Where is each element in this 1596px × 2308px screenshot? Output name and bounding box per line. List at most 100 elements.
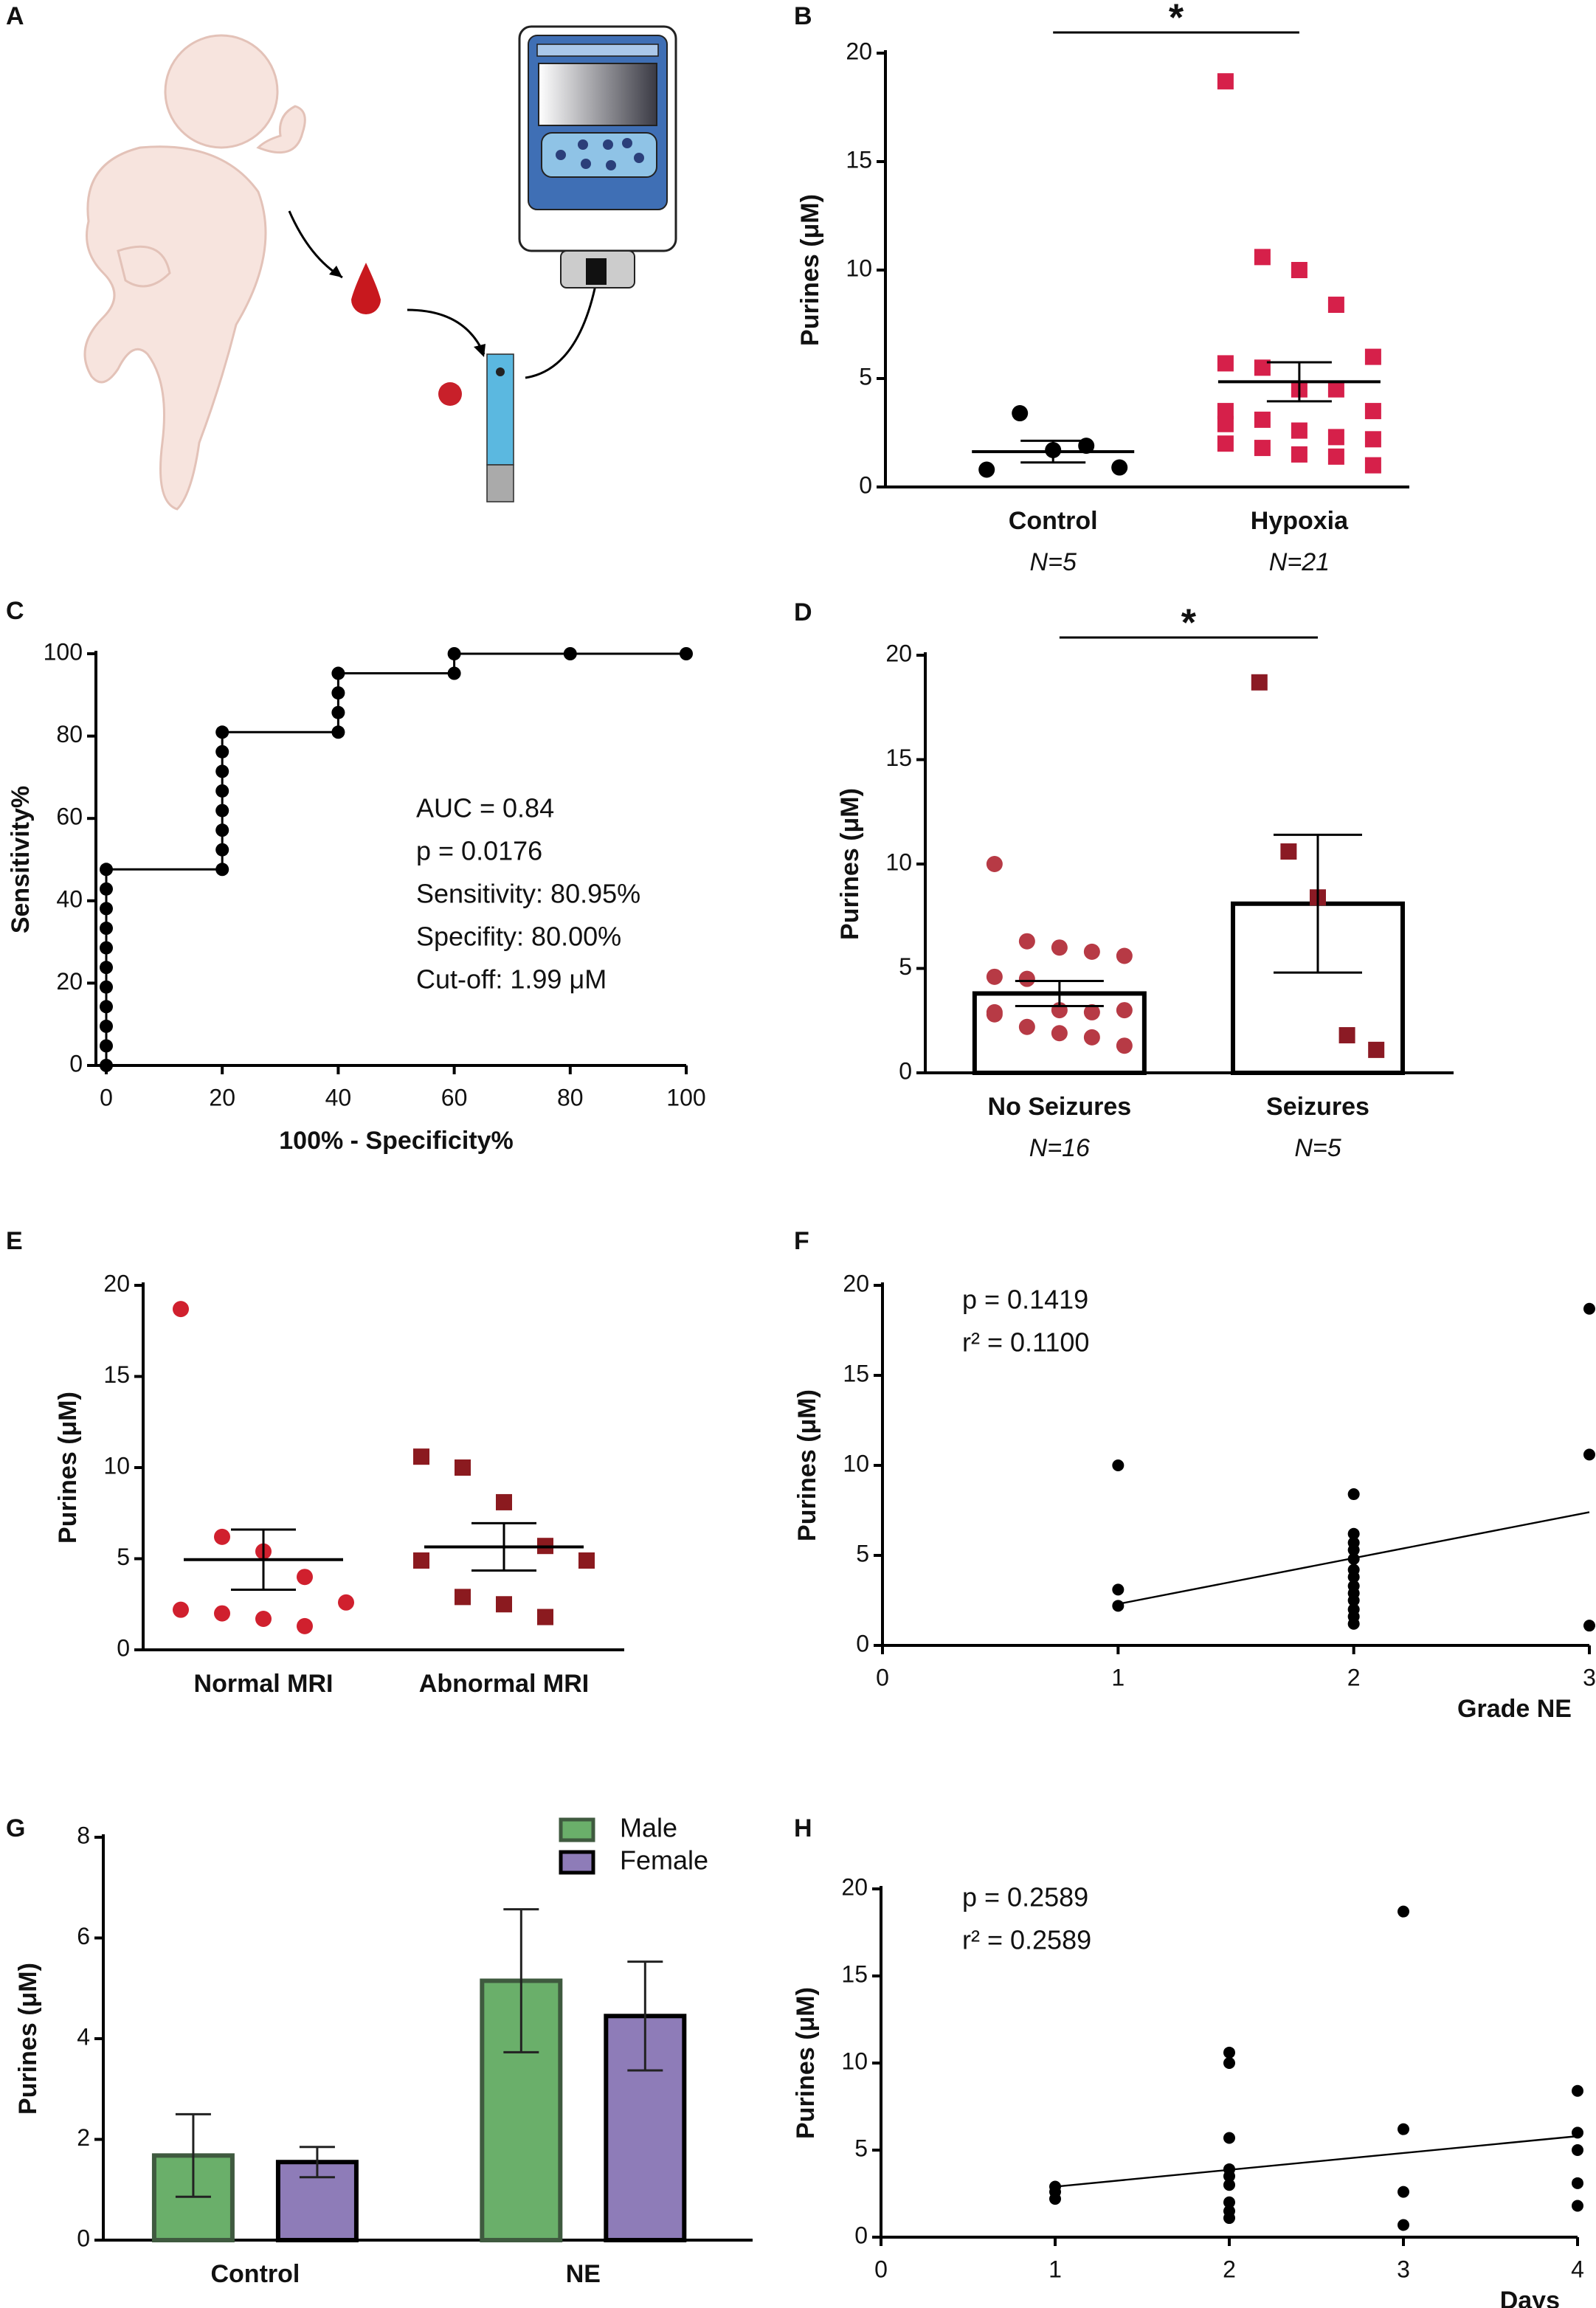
data-point <box>255 1611 272 1628</box>
data-point <box>680 647 693 660</box>
y-tick-label: 15 <box>846 146 872 173</box>
data-point <box>447 666 461 680</box>
sem-bar <box>471 1521 536 1572</box>
y-axis-label: Purines (μM) <box>54 1392 82 1544</box>
x-tick-label: 3 <box>1397 2256 1410 2282</box>
x-tick-label: Hypoxia <box>1251 507 1349 535</box>
y-tick-label: 5 <box>854 2135 868 2161</box>
data-point <box>215 823 229 837</box>
data-point <box>1112 1600 1125 1612</box>
arrow <box>407 308 486 355</box>
data-point <box>215 804 229 818</box>
data-point <box>1018 970 1035 987</box>
data-point <box>214 1528 230 1545</box>
x-tick-label: 40 <box>325 1084 352 1110</box>
x-tick-label: 2 <box>1223 2256 1236 2282</box>
fit-line <box>1054 2135 1578 2188</box>
data-point <box>100 1059 113 1072</box>
data-point <box>215 725 229 739</box>
data-point <box>100 882 113 896</box>
data-point <box>1280 843 1297 860</box>
data-point <box>1291 422 1307 439</box>
data-point <box>413 1552 429 1569</box>
data-point <box>1051 939 1068 956</box>
panel-label: H <box>794 1814 812 1842</box>
panel-label: A <box>6 2 24 30</box>
data-point <box>1012 405 1029 422</box>
y-axis-label: Purines (μM) <box>796 194 824 346</box>
arrowhead <box>474 344 486 357</box>
y-tick-label: 15 <box>841 1960 868 1987</box>
x-tick-label: Control <box>1009 507 1098 535</box>
x-axis-label: 100% - Specificity% <box>279 1127 513 1155</box>
illustration: A <box>6 2 677 511</box>
data-point <box>455 1589 471 1606</box>
data-point <box>173 1301 189 1318</box>
data-point <box>1251 674 1268 691</box>
arrow <box>525 265 601 379</box>
data-point <box>986 968 1003 985</box>
significance-label: * <box>1181 602 1197 645</box>
sem-bar <box>1020 439 1086 464</box>
data-point <box>1254 359 1271 376</box>
annotation: AUC = 0.84 <box>416 793 554 823</box>
x-tick-label: 1 <box>1111 1664 1125 1690</box>
data-point <box>1217 415 1234 432</box>
panel-label: D <box>794 598 812 626</box>
y-tick-label: 10 <box>103 1452 130 1479</box>
data-point <box>1111 459 1128 476</box>
y-tick-label: 10 <box>841 2048 868 2074</box>
data-point <box>496 1493 512 1510</box>
annotation: r² = 0.1100 <box>962 1327 1089 1358</box>
data-point <box>1347 1488 1360 1501</box>
data-point <box>1083 1029 1100 1046</box>
legend-label: Male <box>620 1813 677 1843</box>
data-point <box>1018 933 1035 950</box>
y-tick-label: 8 <box>77 1822 90 1848</box>
data-point <box>338 1594 354 1611</box>
data-point <box>331 705 345 719</box>
y-axis-label: Purines (μM) <box>792 1987 820 2139</box>
n-label: N=5 <box>1030 548 1077 576</box>
y-tick-label: 20 <box>843 1270 869 1296</box>
x-tick-label: NE <box>566 2260 601 2288</box>
error-bar <box>175 2112 211 2198</box>
sem-bar <box>231 1528 296 1591</box>
y-tick-label: 20 <box>846 38 872 64</box>
data-point <box>1112 1459 1125 1471</box>
data-point <box>1112 1583 1125 1596</box>
y-axis-label: Purines (μM) <box>793 1389 821 1541</box>
y-tick-label: 4 <box>77 2023 90 2050</box>
data-point <box>100 941 113 955</box>
legend-swatch <box>559 1850 595 1875</box>
y-tick-label: 0 <box>69 1050 83 1077</box>
x-tick-label: 60 <box>441 1084 468 1110</box>
y-tick-label: 20 <box>103 1270 130 1296</box>
data-point <box>1223 2170 1235 2183</box>
data-point <box>1083 1003 1100 1020</box>
data-point <box>1291 446 1307 463</box>
data-point <box>100 863 113 877</box>
n-label: N=21 <box>1269 548 1330 576</box>
y-tick-label: 60 <box>56 804 83 830</box>
data-point <box>331 725 345 739</box>
data-point <box>1347 1544 1360 1556</box>
error-bar <box>627 1960 663 2072</box>
data-point <box>1347 1527 1360 1540</box>
fit-line <box>1118 1511 1590 1606</box>
data-point <box>1364 348 1381 365</box>
data-point <box>100 1039 113 1053</box>
data-point <box>1327 297 1344 314</box>
data-point <box>1223 2046 1235 2059</box>
data-point <box>100 902 113 916</box>
data-point <box>100 922 113 936</box>
annotation: p = 0.2589 <box>962 1882 1088 1913</box>
y-tick-label: 5 <box>856 1540 869 1566</box>
data-point <box>1223 2196 1235 2208</box>
y-tick-label: 0 <box>117 1634 130 1661</box>
y-tick-label: 10 <box>843 1450 869 1476</box>
strip-dot <box>496 367 505 376</box>
x-tick-label: 100 <box>666 1084 705 1110</box>
data-point <box>1217 435 1234 452</box>
